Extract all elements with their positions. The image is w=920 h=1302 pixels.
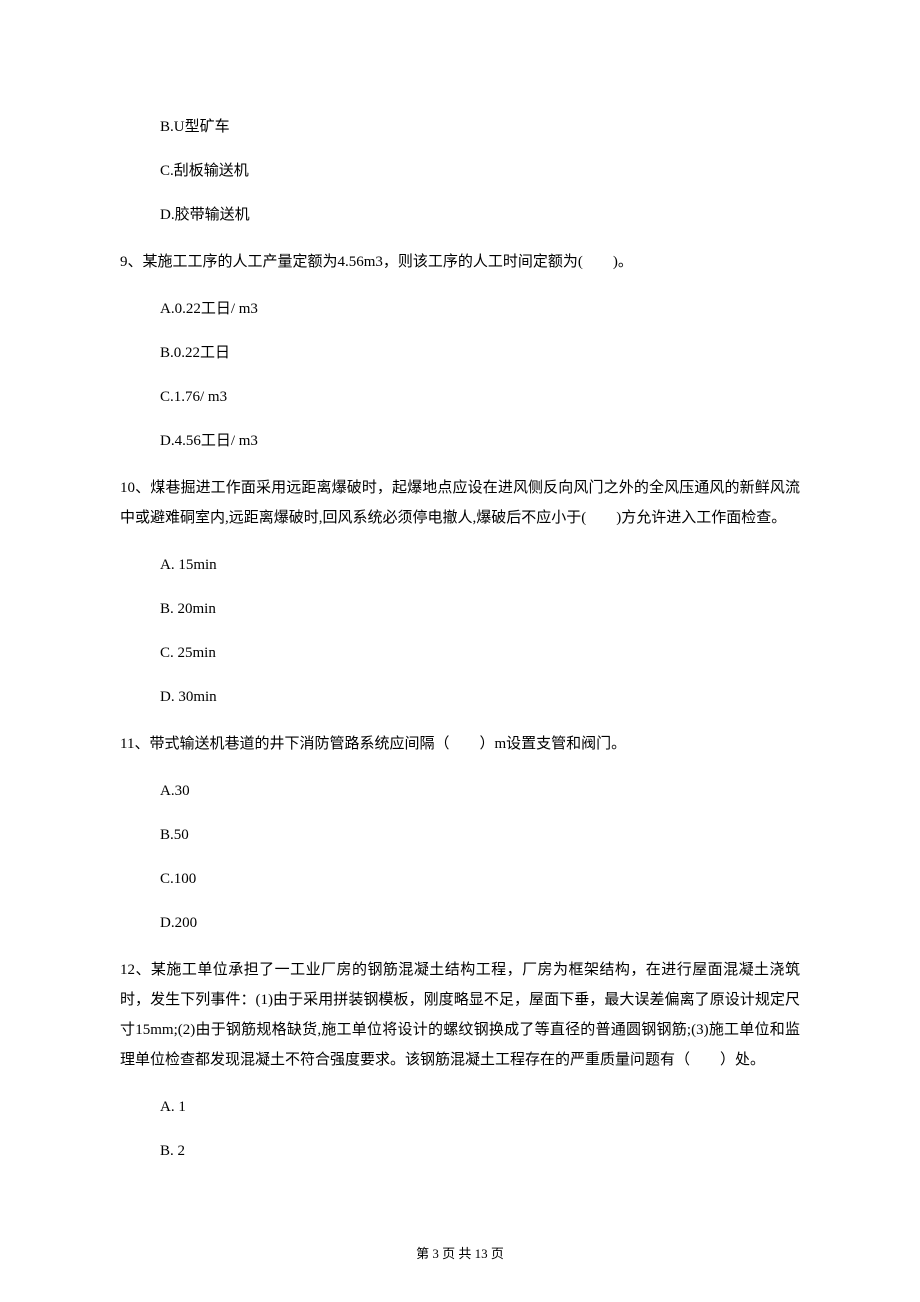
q12-option-b: B. 2 [160, 1139, 800, 1163]
q10-option-b: B. 20min [160, 597, 800, 621]
q8-option-d: D.胶带输送机 [160, 203, 800, 227]
q8-option-c: C.刮板输送机 [160, 159, 800, 183]
question-12-block: 12、某施工单位承担了一工业厂房的钢筋混凝土结构工程，厂房为框架结构，在进行屋面… [120, 955, 800, 1163]
question-10-block: 10、煤巷掘进工作面采用远距离爆破时，起爆地点应设在进风侧反向风门之外的全风压通… [120, 473, 800, 709]
q10-option-c: C. 25min [160, 641, 800, 665]
q10-option-a: A. 15min [160, 553, 800, 577]
q11-option-c: C.100 [160, 867, 800, 891]
question-8-tail-options: B.U型矿车 C.刮板输送机 D.胶带输送机 [120, 115, 800, 227]
q8-option-b: B.U型矿车 [160, 115, 800, 139]
question-9-text: 9、某施工工序的人工产量定额为4.56m3，则该工序的人工时间定额为( )。 [120, 247, 800, 277]
q11-option-a: A.30 [160, 779, 800, 803]
q9-option-a: A.0.22工日/ m3 [160, 297, 800, 321]
page-footer: 第 3 页 共 13 页 [0, 1243, 920, 1262]
q9-option-c: C.1.76/ m3 [160, 385, 800, 409]
q9-option-d: D.4.56工日/ m3 [160, 429, 800, 453]
question-10-text: 10、煤巷掘进工作面采用远距离爆破时，起爆地点应设在进风侧反向风门之外的全风压通… [120, 473, 800, 533]
question-11-block: 11、带式输送机巷道的井下消防管路系统应间隔（ ）m设置支管和阀门。 A.30 … [120, 729, 800, 935]
q10-option-d: D. 30min [160, 685, 800, 709]
question-12-text: 12、某施工单位承担了一工业厂房的钢筋混凝土结构工程，厂房为框架结构，在进行屋面… [120, 955, 800, 1075]
page-content: B.U型矿车 C.刮板输送机 D.胶带输送机 9、某施工工序的人工产量定额为4.… [0, 0, 920, 1223]
q11-option-d: D.200 [160, 911, 800, 935]
q9-option-b: B.0.22工日 [160, 341, 800, 365]
question-9-block: 9、某施工工序的人工产量定额为4.56m3，则该工序的人工时间定额为( )。 A… [120, 247, 800, 453]
q12-option-a: A. 1 [160, 1095, 800, 1119]
q11-option-b: B.50 [160, 823, 800, 847]
question-11-text: 11、带式输送机巷道的井下消防管路系统应间隔（ ）m设置支管和阀门。 [120, 729, 800, 759]
